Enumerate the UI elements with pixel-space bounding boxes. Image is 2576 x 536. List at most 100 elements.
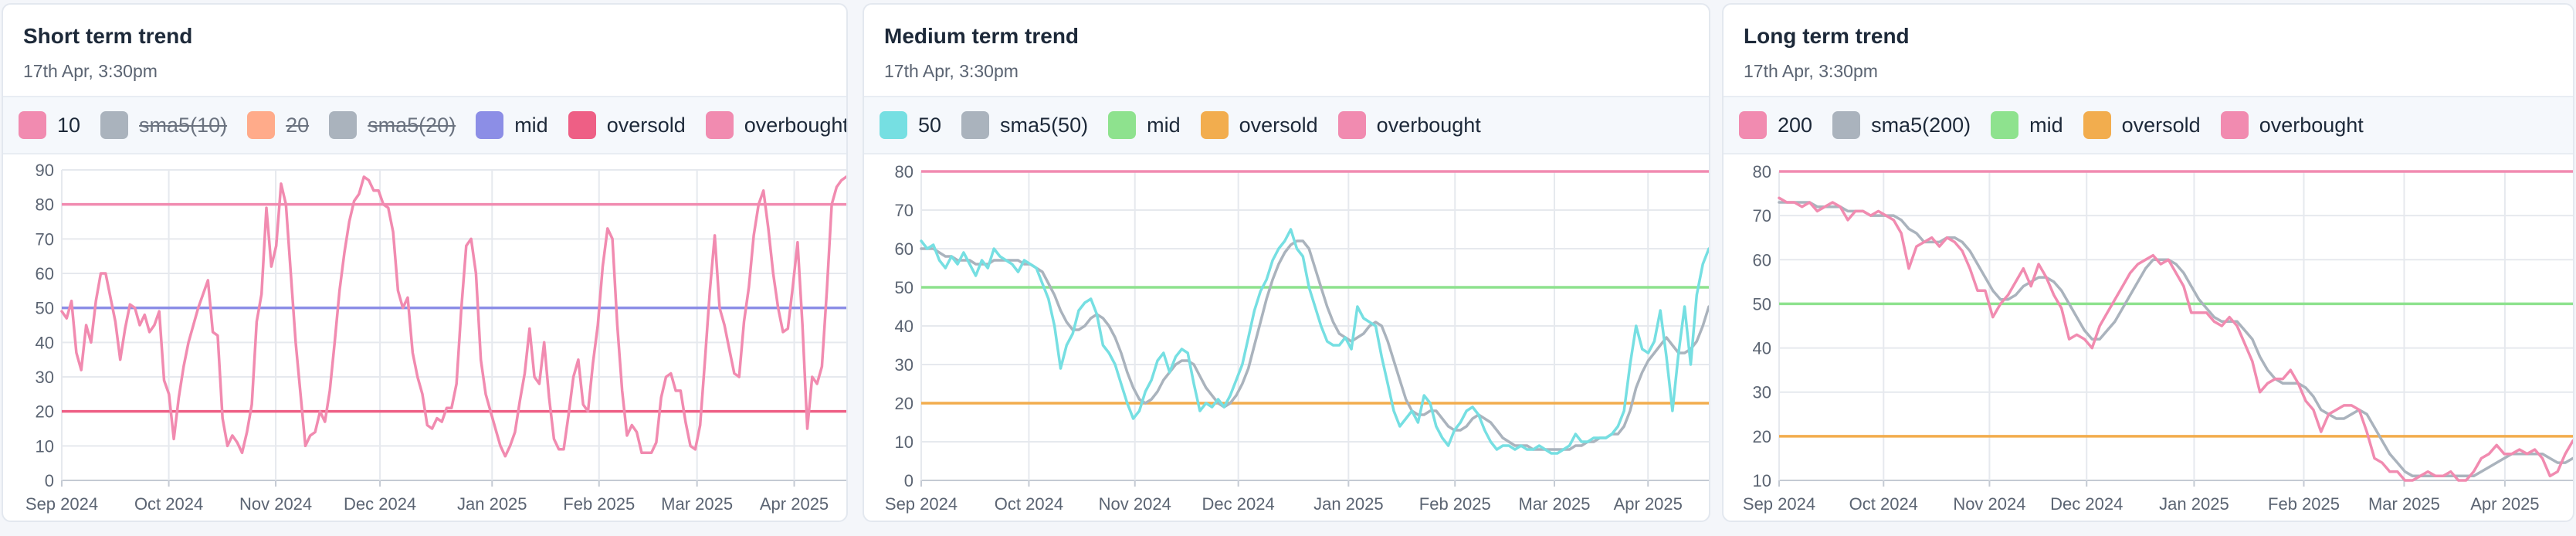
legend-label: 10 bbox=[57, 113, 81, 137]
legend-item-sma5-10[interactable]: sma5(10) bbox=[100, 111, 227, 139]
legend-swatch bbox=[1739, 111, 1767, 139]
y-tick-label: 80 bbox=[36, 195, 54, 215]
legend-swatch bbox=[961, 111, 990, 139]
legend-swatch bbox=[568, 111, 596, 139]
legend-item-50[interactable]: 50 bbox=[880, 111, 941, 139]
y-tick-label: 30 bbox=[36, 368, 54, 387]
x-tick-label: Oct 2024 bbox=[995, 494, 1063, 514]
x-tick-label: Jan 2025 bbox=[457, 494, 527, 514]
x-tick-label: Oct 2024 bbox=[1849, 494, 1918, 514]
x-tick-label: Mar 2025 bbox=[661, 494, 733, 514]
legend-item-sma5-50[interactable]: sma5(50) bbox=[961, 111, 1088, 139]
y-tick-label: 70 bbox=[1753, 206, 1771, 226]
x-tick-label: Jan 2025 bbox=[2159, 494, 2229, 514]
y-tick-label: 40 bbox=[1753, 339, 1771, 358]
x-tick-label: Apr 2025 bbox=[2470, 494, 2539, 514]
chart-title: Short term trend bbox=[23, 24, 193, 48]
card-header: Medium term trend 17th Apr, 3:30pm bbox=[864, 5, 1709, 96]
legend-item-mid[interactable]: mid bbox=[1108, 111, 1181, 139]
legend-label: mid bbox=[514, 113, 548, 137]
legend-label: overbought bbox=[1376, 113, 1481, 137]
x-tick-label: Apr 2025 bbox=[760, 494, 829, 514]
legend-item-sma5-20[interactable]: sma5(20) bbox=[329, 111, 456, 139]
medium-term-trend-plot: 0 10 20 30 40 50 60 70 80 Sep 2024 Oct 2024 Nov 202… bbox=[885, 162, 1709, 514]
y-tick-label: 50 bbox=[1753, 294, 1771, 314]
card-header: Short term trend 17th Apr, 3:30pm bbox=[3, 5, 846, 96]
y-tick-label: 50 bbox=[36, 299, 54, 318]
legend-label: sma5(10) bbox=[139, 113, 228, 137]
legend-label: overbought bbox=[744, 113, 848, 137]
series-line-50 bbox=[920, 228, 1709, 455]
long-term-trend-plot: 10 20 30 40 50 60 70 80 Sep 2024 Oct 2024 Nov 2024… bbox=[1743, 162, 2573, 514]
chart-legend: 200 sma5(200) mid oversold overbought bbox=[1724, 96, 2573, 154]
x-tick-label: Apr 2025 bbox=[1614, 494, 1683, 514]
chart-legend: 10 sma5(10) 20 sma5(20) mid oversold overbough… bbox=[3, 96, 846, 154]
x-tick-label: Feb 2025 bbox=[1419, 494, 1491, 514]
y-tick-label: 80 bbox=[1753, 162, 1771, 181]
legend-label: 20 bbox=[286, 113, 310, 137]
legend-swatch bbox=[19, 111, 46, 139]
y-tick-label: 70 bbox=[36, 229, 54, 249]
chart-legend: 50 sma5(50) mid oversold overbought bbox=[864, 96, 1709, 154]
legend-item-oversold[interactable]: oversold bbox=[568, 111, 686, 139]
legend-swatch bbox=[1200, 111, 1229, 139]
x-tick-label: Nov 2024 bbox=[239, 494, 312, 514]
legend-item-overbought[interactable]: overbought bbox=[1337, 111, 1481, 139]
x-tick-label: Sep 2024 bbox=[1743, 494, 1815, 514]
legend-swatch bbox=[1991, 111, 2019, 139]
y-tick-label: 20 bbox=[1753, 427, 1771, 446]
y-tick-label: 10 bbox=[895, 433, 913, 452]
x-tick-label: Oct 2024 bbox=[134, 494, 203, 514]
legend-swatch bbox=[329, 111, 358, 139]
series-line-200 bbox=[1778, 196, 2573, 482]
legend-item-overbought[interactable]: overbought bbox=[705, 111, 848, 139]
y-tick-label: 0 bbox=[45, 471, 54, 490]
legend-item-oversold[interactable]: oversold bbox=[1200, 111, 1318, 139]
y-tick-label: 80 bbox=[895, 162, 913, 181]
x-tick-label: Dec 2024 bbox=[344, 494, 416, 514]
legend-item-overbought[interactable]: overbought bbox=[2220, 111, 2364, 139]
legend-item-sma5-200[interactable]: sma5(200) bbox=[1832, 111, 1971, 139]
y-tick-label: 50 bbox=[895, 278, 913, 297]
y-tick-label: 20 bbox=[895, 394, 913, 413]
legend-swatch bbox=[705, 111, 734, 139]
chart-title: Medium term trend bbox=[884, 24, 1080, 48]
legend-label: mid bbox=[1147, 113, 1181, 137]
legend-label: sma5(20) bbox=[368, 113, 456, 137]
y-tick-label: 40 bbox=[895, 317, 913, 336]
short-term-trend-plot: 0 10 20 30 40 50 60 70 80 90 Sep 2024 Oct 2024 Nov 2… bbox=[25, 161, 846, 514]
legend-item-10[interactable]: 10 bbox=[19, 111, 80, 139]
legend-item-oversold[interactable]: oversold bbox=[2083, 111, 2201, 139]
legend-swatch bbox=[1108, 111, 1137, 139]
legend-label: mid bbox=[2029, 113, 2063, 137]
y-tick-label: 0 bbox=[904, 471, 913, 490]
legend-item-200[interactable]: 200 bbox=[1739, 111, 1812, 139]
legend-swatch bbox=[2220, 111, 2249, 139]
legend-swatch bbox=[476, 111, 504, 139]
legend-label: oversold bbox=[606, 113, 686, 137]
x-tick-label: Sep 2024 bbox=[885, 494, 958, 514]
legend-label: oversold bbox=[1239, 113, 1318, 137]
x-tick-label: Jan 2025 bbox=[1313, 494, 1384, 514]
x-tick-label: Feb 2025 bbox=[563, 494, 635, 514]
y-tick-label: 10 bbox=[36, 436, 54, 456]
legend-item-mid[interactable]: mid bbox=[476, 111, 548, 139]
legend-item-20[interactable]: 20 bbox=[247, 111, 309, 139]
y-tick-label: 10 bbox=[1753, 471, 1771, 490]
series-line-10 bbox=[60, 175, 846, 458]
legend-label: oversold bbox=[2121, 113, 2201, 137]
y-tick-label: 60 bbox=[895, 239, 913, 259]
legend-label: overbought bbox=[2259, 113, 2364, 137]
x-tick-label: Dec 2024 bbox=[2050, 494, 2123, 514]
y-tick-label: 60 bbox=[1753, 250, 1771, 270]
grid bbox=[61, 169, 846, 487]
legend-item-mid[interactable]: mid bbox=[1991, 111, 2063, 139]
x-tick-label: Dec 2024 bbox=[1202, 494, 1275, 514]
x-tick-label: Mar 2025 bbox=[1519, 494, 1591, 514]
medium-term-trend-card: Medium term trend 17th Apr, 3:30pm 50 sma… bbox=[863, 3, 1710, 522]
series-line-sma5-50 bbox=[920, 239, 1709, 451]
legend-swatch bbox=[880, 111, 907, 139]
legend-swatch bbox=[247, 111, 276, 139]
chart-timestamp: 17th Apr, 3:30pm bbox=[884, 61, 1019, 81]
